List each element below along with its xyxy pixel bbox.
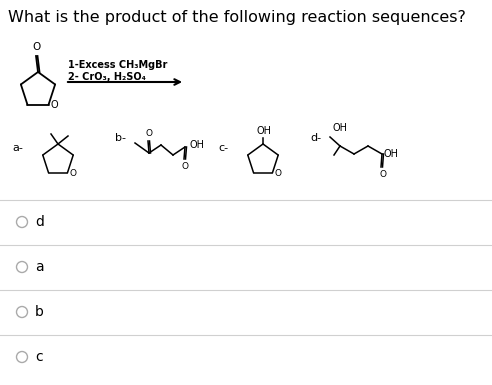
Text: O: O (51, 100, 58, 110)
Text: c-: c- (218, 143, 228, 153)
Text: O: O (32, 42, 41, 52)
Text: a-: a- (12, 143, 23, 153)
Text: OH: OH (189, 140, 204, 150)
Text: d: d (35, 215, 44, 229)
Text: OH: OH (256, 126, 272, 136)
Text: O: O (275, 169, 281, 178)
Text: OH: OH (333, 123, 347, 133)
Text: O: O (379, 170, 386, 179)
Text: 1-Excess CH₃MgBr: 1-Excess CH₃MgBr (68, 60, 167, 70)
Text: OH: OH (384, 149, 399, 159)
Text: a: a (35, 260, 44, 274)
Text: 2- CrO₃, H₂SO₄: 2- CrO₃, H₂SO₄ (68, 72, 146, 82)
Text: d-: d- (310, 133, 321, 143)
Text: b-: b- (115, 133, 126, 143)
Text: O: O (146, 129, 153, 138)
Text: O: O (182, 162, 189, 171)
Text: What is the product of the following reaction sequences?: What is the product of the following rea… (8, 10, 466, 25)
Text: c: c (35, 350, 43, 364)
Text: b: b (35, 305, 44, 319)
Text: O: O (69, 169, 76, 178)
